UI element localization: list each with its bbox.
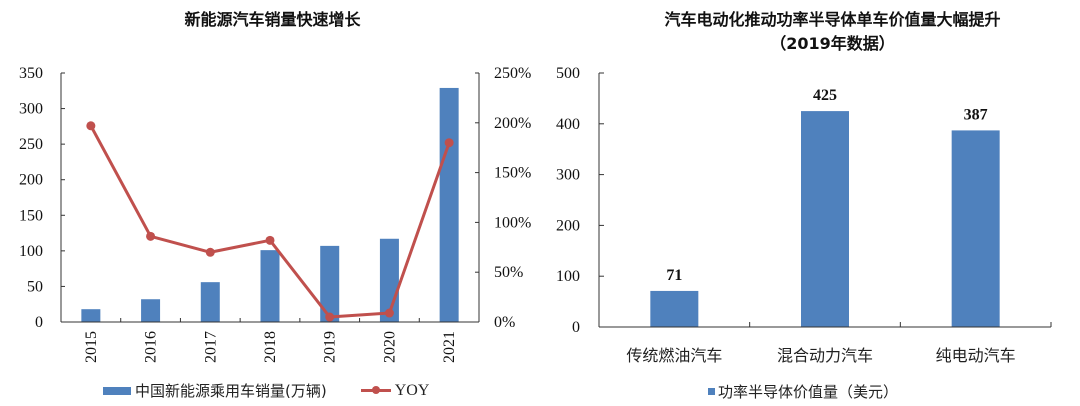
- value-bar-2: [951, 130, 1000, 327]
- bar-data-label: 425: [813, 87, 837, 104]
- sales-growth-chart-panel: 新能源汽车销量快速增长 0 50 100 150 200 250 300 350 0% 50% 10…: [19, 10, 531, 401]
- yoy-point-marker: [265, 235, 275, 245]
- yoy-point-marker: [384, 308, 394, 318]
- y-tick-label: 400: [556, 116, 580, 133]
- x-tick-label: 2020: [381, 331, 398, 363]
- y-right-tick-label: 100%: [494, 214, 531, 231]
- sales-bar-2015: [81, 309, 101, 322]
- x-tick-label: 2015: [83, 331, 100, 363]
- y-left-tick-label: 100: [19, 243, 43, 260]
- x-tick-label: 2019: [322, 331, 339, 363]
- sales-bar-2016: [141, 299, 161, 322]
- value-bar-0: [650, 290, 699, 327]
- y-right-tick-label: 50%: [494, 264, 523, 281]
- right-chart-title-line2: （2019年数据）: [770, 34, 895, 53]
- y-tick-label: 500: [556, 65, 580, 82]
- bar-data-label: 71: [666, 267, 682, 284]
- x-tick-label: 2016: [143, 331, 160, 363]
- line-marker-swatch-icon: [360, 386, 391, 394]
- yoy-point-marker: [86, 121, 96, 131]
- y-tick-label: 200: [556, 217, 580, 234]
- y-right-tick-label: 250%: [494, 65, 531, 82]
- legend-label-value: 功率半导体价值量（美元）: [718, 383, 899, 401]
- x-tick-label: 2017: [202, 331, 219, 363]
- right-chart-title-line1: 汽车电动化推动功率半导体单车价值量大幅提升: [664, 10, 1001, 29]
- left-chart-legend: 中国新能源乘用车销量(万辆) YOY: [103, 380, 429, 401]
- y-tick-label: 0: [572, 319, 580, 336]
- sales-bar-2021: [439, 87, 459, 322]
- y-tick-label: 100: [556, 268, 580, 285]
- x-tick-label: 2018: [262, 331, 279, 363]
- y-left-tick-label: 50: [27, 278, 43, 295]
- x-category-label: 纯电动汽车: [936, 346, 1016, 365]
- left-chart-plot: 0 50 100 150 200 250 300 350 0% 50% 100% 150% 200% 25…: [19, 65, 531, 363]
- y-tick-label: 300: [556, 167, 580, 184]
- yoy-point-marker: [325, 312, 335, 322]
- legend-item-sales: 中国新能源乘用车销量(万辆): [103, 380, 327, 401]
- x-category-label: 混合动力汽车: [777, 346, 873, 365]
- y-left-tick-label: 150: [19, 207, 43, 224]
- legend-item-yoy: YOY: [360, 381, 430, 400]
- bar-data-label: 387: [964, 106, 988, 123]
- y-left-tick-label: 0: [35, 314, 43, 331]
- y-right-tick-label: 150%: [494, 165, 531, 182]
- yoy-point-marker: [205, 247, 215, 257]
- yoy-point-marker: [146, 231, 156, 241]
- legend-item-value: 功率半导体价值量（美元）: [708, 381, 898, 402]
- yoy-point-marker: [444, 138, 454, 148]
- sales-bar-2018: [260, 250, 280, 322]
- sales-bar-2019: [320, 245, 340, 322]
- power-semiconductor-chart-panel: 汽车电动化推动功率半导体单车价值量大幅提升 （2019年数据） 71 425 387…: [545, 0, 1080, 406]
- value-bar-1: [801, 111, 849, 327]
- x-tick-label: 2021: [441, 331, 458, 363]
- y-left-tick-label: 200: [19, 172, 43, 189]
- bar-swatch-icon: [103, 386, 131, 395]
- x-category-label: 传统燃油汽车: [626, 346, 722, 365]
- bar-swatch-icon: [708, 388, 715, 395]
- y-left-tick-label: 300: [19, 101, 43, 118]
- legend-label-sales: 中国新能源乘用车销量(万辆): [135, 382, 327, 400]
- y-right-tick-label: 200%: [494, 115, 531, 132]
- legend-label-yoy: YOY: [394, 381, 430, 399]
- right-chart-plot: 71 425 387 0 100 200 300 400 500 传统燃油汽车 混合动力汽车 纯电动汽…: [556, 65, 1052, 365]
- right-chart-legend: 功率半导体价值量（美元）: [708, 381, 898, 402]
- sales-bar-2017: [200, 282, 220, 322]
- y-right-tick-label: 0%: [494, 314, 515, 331]
- y-left-tick-label: 350: [19, 65, 43, 82]
- y-left-tick-label: 250: [19, 136, 43, 153]
- left-chart-title: 新能源汽车销量快速增长: [184, 10, 361, 29]
